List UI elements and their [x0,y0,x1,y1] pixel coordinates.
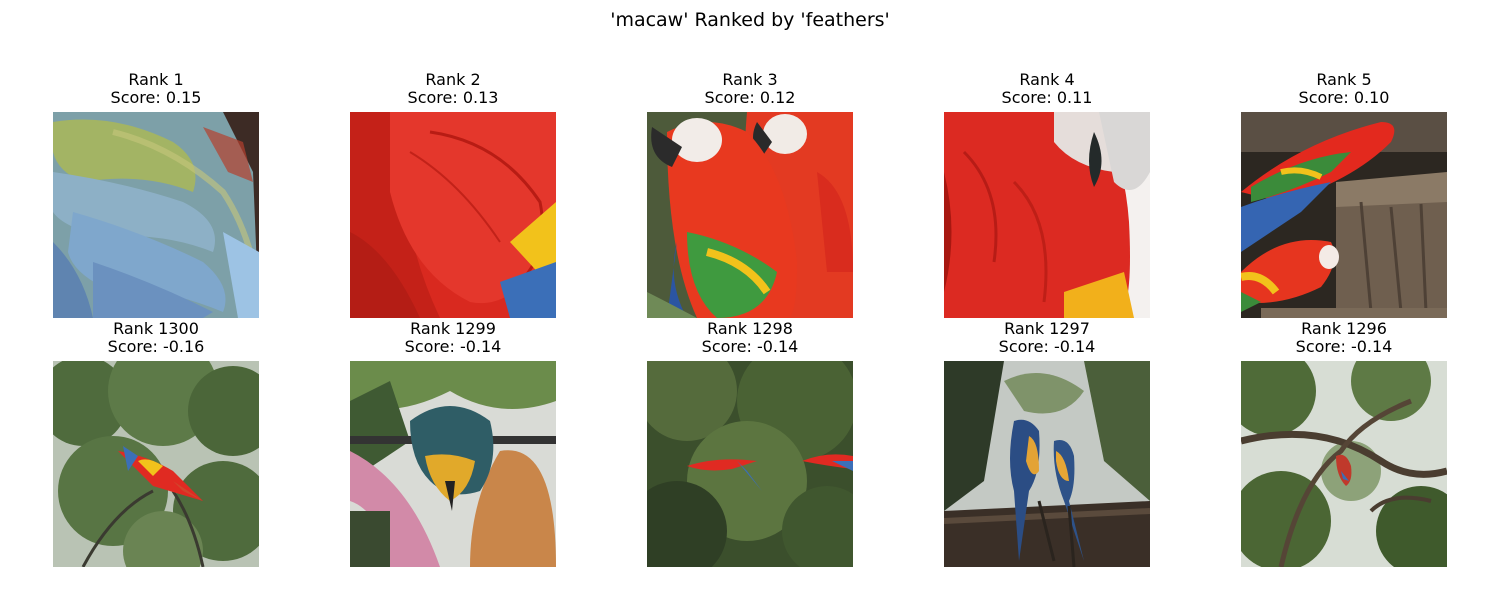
macaw-thumbnail [1241,361,1447,567]
macaw-thumbnail [944,112,1150,318]
score-label: Score: 0.15 [110,88,202,107]
rank-label: Rank 1300 [113,319,199,338]
score-label: Score: -0.14 [1295,337,1393,356]
score-label: Score: 0.12 [704,88,796,107]
score-label: Score: 0.11 [1001,88,1093,107]
macaw-thumbnail [647,361,853,567]
macaw-thumbnail [944,361,1150,567]
rank-label: Rank 4 [1019,70,1075,89]
rank-label: Rank 1298 [707,319,793,338]
score-label: Score: 0.10 [1298,88,1390,107]
panel-caption: Rank 3 Score: 0.12 [607,71,893,107]
panel-caption: Rank 1298 Score: -0.14 [607,320,893,356]
rank-label: Rank 5 [1316,70,1372,89]
rank-label: Rank 1297 [1004,319,1090,338]
rank-label: Rank 1299 [410,319,496,338]
rank-label: Rank 1 [128,70,184,89]
panel-caption: Rank 1 Score: 0.15 [13,71,299,107]
panel-caption: Rank 4 Score: 0.11 [904,71,1190,107]
panel-caption: Rank 1299 Score: -0.14 [310,320,596,356]
panel-caption: Rank 1300 Score: -0.16 [13,320,299,356]
rank-label: Rank 3 [722,70,778,89]
rank-label: Rank 1296 [1301,319,1387,338]
panel-caption: Rank 1297 Score: -0.14 [904,320,1190,356]
panel-caption: Rank 1296 Score: -0.14 [1201,320,1487,356]
macaw-thumbnail [1241,112,1447,318]
score-label: Score: -0.14 [404,337,502,356]
panel-caption: Rank 2 Score: 0.13 [310,71,596,107]
score-label: Score: -0.16 [107,337,205,356]
macaw-thumbnail [647,112,853,318]
macaw-thumbnail [53,112,259,318]
score-label: Score: -0.14 [701,337,799,356]
panel-caption: Rank 5 Score: 0.10 [1201,71,1487,107]
macaw-thumbnail [350,112,556,318]
score-label: Score: -0.14 [998,337,1096,356]
score-label: Score: 0.13 [407,88,499,107]
rank-label: Rank 2 [425,70,481,89]
figure-title: 'macaw' Ranked by 'feathers' [610,9,890,31]
macaw-thumbnail [350,361,556,567]
macaw-thumbnail [53,361,259,567]
